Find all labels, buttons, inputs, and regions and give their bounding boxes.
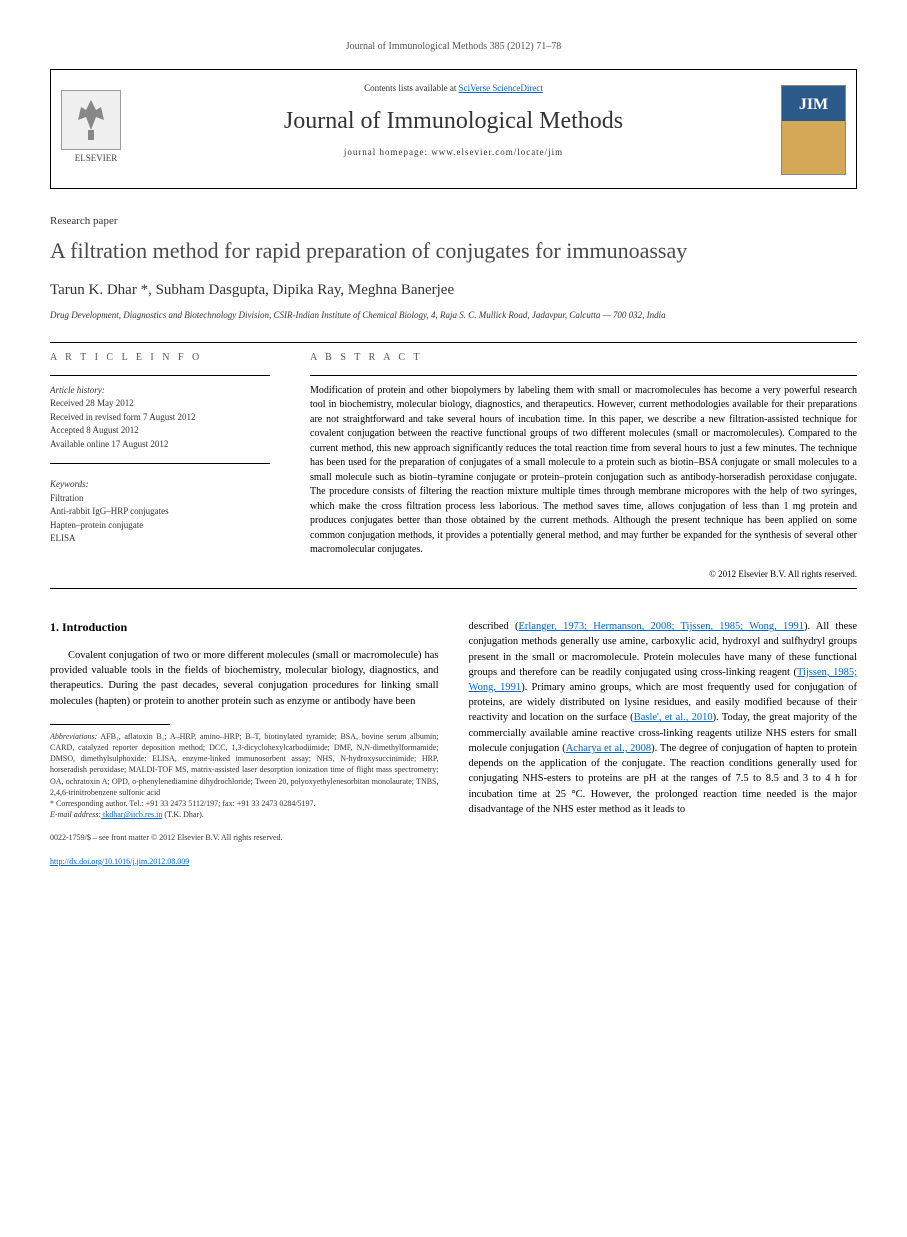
abstract-header: A B S T R A C T bbox=[310, 351, 857, 365]
footer-doi: http://dx.doi.org/10.1016/j.jim.2012.08.… bbox=[50, 856, 439, 867]
intro-heading: 1. Introduction bbox=[50, 619, 439, 636]
article-info-header: A R T I C L E I N F O bbox=[50, 351, 270, 365]
citation-header: Journal of Immunological Methods 385 (20… bbox=[50, 40, 857, 54]
elsevier-label: ELSEVIER bbox=[61, 152, 131, 165]
elsevier-logo: ELSEVIER bbox=[61, 90, 131, 170]
keywords: Filtration Anti-rabbit IgG–HRP conjugate… bbox=[50, 492, 270, 546]
online-date: Available online 17 August 2012 bbox=[50, 438, 270, 452]
body-divider bbox=[50, 588, 857, 589]
homepage-line: journal homepage: www.elsevier.com/locat… bbox=[51, 146, 856, 159]
keyword: Filtration bbox=[50, 492, 270, 506]
abbrev-text: AFB₁, aflatoxin B₁; A–HRP, amino–HRP; B–… bbox=[50, 732, 439, 797]
journal-cover-thumbnail: JIM bbox=[781, 85, 846, 175]
article-info-column: A R T I C L E I N F O Article history: R… bbox=[50, 351, 270, 581]
abstract-text: Modification of protein and other biopol… bbox=[310, 384, 857, 558]
journal-header-box: ELSEVIER Contents lists available at Sci… bbox=[50, 69, 857, 189]
abstract-divider bbox=[310, 375, 857, 376]
authors-line: Tarun K. Dhar *, Subham Dasgupta, Dipika… bbox=[50, 280, 857, 301]
divider bbox=[50, 342, 857, 343]
abstract-copyright: © 2012 Elsevier B.V. All rights reserved… bbox=[310, 568, 857, 581]
keyword: Anti-rabbit IgG–HRP conjugates bbox=[50, 505, 270, 519]
email-label: E-mail address: bbox=[50, 810, 101, 819]
history-label: Article history: bbox=[50, 384, 270, 398]
intro-para-2: described (Erlanger, 1973; Hermanson, 20… bbox=[469, 619, 858, 817]
footer-issn: 0022-1759/$ – see front matter © 2012 El… bbox=[50, 832, 439, 843]
body-left-column: 1. Introduction Covalent conjugation of … bbox=[50, 619, 439, 867]
body-right-column: described (Erlanger, 1973; Hermanson, 20… bbox=[469, 619, 858, 867]
keyword: ELISA bbox=[50, 532, 270, 546]
contents-prefix: Contents lists available at bbox=[364, 83, 458, 93]
homepage-url: www.elsevier.com/locate/jim bbox=[431, 147, 563, 157]
article-history: Article history: Received 28 May 2012 Re… bbox=[50, 384, 270, 546]
sciencedirect-link[interactable]: SciVerse ScienceDirect bbox=[459, 83, 543, 93]
affiliation: Drug Development, Diagnostics and Biotec… bbox=[50, 309, 857, 322]
intro-para-1: Covalent conjugation of two or more diff… bbox=[50, 648, 439, 709]
corresponding-author-footnote: * Corresponding author. Tel.: +91 33 247… bbox=[50, 798, 439, 809]
info-divider bbox=[50, 375, 270, 376]
body-section: 1. Introduction Covalent conjugation of … bbox=[50, 619, 857, 867]
doi-link[interactable]: http://dx.doi.org/10.1016/j.jim.2012.08.… bbox=[50, 857, 189, 866]
footnote-divider bbox=[50, 724, 170, 725]
header-center: Contents lists available at SciVerse Sci… bbox=[51, 70, 856, 159]
received-date: Received 28 May 2012 bbox=[50, 397, 270, 411]
elsevier-tree-icon bbox=[61, 90, 121, 150]
email-link[interactable]: tkdhar@iicb.res.in bbox=[101, 810, 162, 819]
contents-line: Contents lists available at SciVerse Sci… bbox=[51, 82, 856, 95]
journal-name: Journal of Immunological Methods bbox=[51, 105, 856, 139]
citation-link[interactable]: Erlanger, 1973; Hermanson, 2008; Tijssen… bbox=[518, 621, 803, 632]
email-suffix: (T.K. Dhar). bbox=[162, 810, 203, 819]
keywords-label: Keywords: bbox=[50, 478, 270, 492]
email-footnote: E-mail address: tkdhar@iicb.res.in (T.K.… bbox=[50, 809, 439, 820]
history-divider bbox=[50, 463, 270, 464]
homepage-prefix: journal homepage: bbox=[344, 147, 431, 157]
abbrev-label: Abbreviations: bbox=[50, 732, 97, 741]
citation-link[interactable]: Acharya et al., 2008 bbox=[566, 743, 651, 754]
citation-link[interactable]: Basle', et al., 2010 bbox=[634, 712, 713, 723]
info-abstract-row: A R T I C L E I N F O Article history: R… bbox=[50, 351, 857, 581]
abstract-column: A B S T R A C T Modification of protein … bbox=[310, 351, 857, 581]
accepted-date: Accepted 8 August 2012 bbox=[50, 424, 270, 438]
article-type: Research paper bbox=[50, 214, 857, 229]
para2-a: described ( bbox=[469, 621, 519, 632]
article-title: A filtration method for rapid preparatio… bbox=[50, 237, 857, 266]
abbreviations-footnote: Abbreviations: AFB₁, aflatoxin B₁; A–HRP… bbox=[50, 731, 439, 798]
cover-abbrev: JIM bbox=[799, 94, 828, 116]
keyword: Hapten–protein conjugate bbox=[50, 519, 270, 533]
revised-date: Received in revised form 7 August 2012 bbox=[50, 411, 270, 425]
body-columns: 1. Introduction Covalent conjugation of … bbox=[50, 619, 857, 867]
